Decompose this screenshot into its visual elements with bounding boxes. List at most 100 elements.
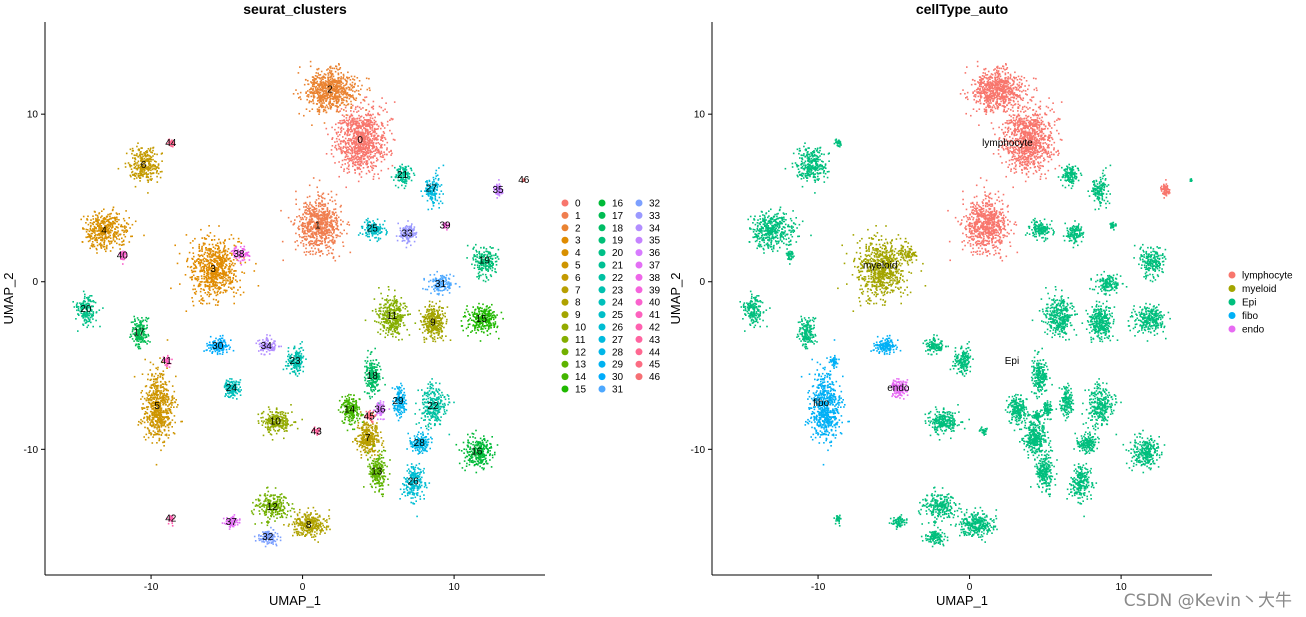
- data-point: [298, 208, 301, 211]
- data-point: [203, 273, 205, 276]
- data-point: [117, 226, 119, 229]
- data-point: [191, 257, 193, 260]
- data-point: [368, 433, 370, 436]
- data-point: [379, 146, 382, 149]
- data-point: [336, 81, 339, 84]
- data-point: [346, 134, 349, 137]
- data-point: [302, 222, 305, 225]
- data-point: [140, 159, 143, 161]
- data-point: [360, 427, 363, 430]
- data-point: [159, 386, 162, 389]
- data-point: [331, 98, 334, 100]
- data-point: [195, 260, 198, 262]
- data-point: [372, 429, 374, 432]
- data-point: [307, 94, 309, 96]
- data-point: [337, 79, 339, 82]
- data-point: [357, 90, 360, 92]
- data-point: [160, 415, 162, 417]
- data-point: [193, 267, 195, 270]
- data-point: [321, 193, 324, 196]
- data-point: [135, 167, 138, 170]
- data-point: [99, 244, 102, 246]
- data-point: [322, 105, 324, 107]
- data-point: [296, 534, 299, 537]
- data-point: [426, 322, 428, 325]
- data-point: [156, 408, 159, 410]
- data-point: [303, 524, 305, 527]
- data-point: [211, 264, 213, 266]
- data-point: [332, 155, 335, 158]
- data-point: [196, 259, 198, 261]
- data-point: [311, 88, 314, 90]
- data-point: [374, 427, 376, 430]
- data-point: [358, 164, 361, 166]
- data-point: [428, 309, 431, 311]
- data-point: [300, 531, 302, 534]
- data-point: [373, 129, 376, 131]
- data-point: [157, 384, 159, 387]
- data-point: [370, 135, 373, 138]
- data-point: [328, 241, 330, 243]
- data-point: [212, 278, 214, 281]
- data-point: [145, 176, 148, 179]
- data-point: [146, 150, 148, 152]
- data-point: [151, 411, 154, 414]
- data-point: [363, 134, 365, 137]
- data-point: [312, 242, 315, 245]
- data-point: [362, 122, 364, 125]
- data-point: [325, 247, 327, 249]
- data-point: [327, 193, 330, 195]
- data-point: [181, 420, 183, 423]
- data-point: [344, 163, 346, 165]
- data-point: [149, 361, 152, 364]
- data-point: [230, 281, 233, 284]
- data-point: [136, 153, 138, 155]
- data-point: [327, 234, 329, 236]
- data-point: [224, 266, 227, 269]
- data-point: [346, 157, 349, 160]
- data-point: [325, 84, 327, 87]
- data-point: [314, 86, 317, 89]
- data-point: [334, 199, 336, 202]
- data-point: [330, 82, 332, 85]
- data-point: [311, 92, 314, 95]
- data-point: [350, 126, 352, 129]
- data-point: [319, 227, 321, 229]
- data-point: [308, 100, 311, 102]
- data-point: [199, 265, 201, 267]
- data-point: [91, 238, 94, 240]
- data-point: [123, 243, 125, 246]
- data-point: [201, 247, 203, 250]
- data-point: [144, 413, 146, 415]
- data-point: [305, 79, 307, 81]
- data-point: [343, 121, 346, 124]
- data-point: [386, 153, 388, 156]
- data-point: [337, 80, 339, 83]
- data-point: [380, 106, 383, 109]
- data-point: [361, 432, 364, 434]
- data-point: [87, 215, 89, 218]
- data-point: [338, 148, 340, 150]
- data-point: [148, 432, 150, 434]
- data-point: [156, 432, 159, 435]
- data-point: [209, 267, 211, 269]
- data-point: [352, 441, 354, 443]
- data-point: [255, 262, 257, 265]
- data-point: [155, 388, 157, 391]
- data-point: [305, 227, 308, 229]
- data-point: [307, 242, 310, 244]
- data-point: [343, 170, 345, 172]
- data-point: [168, 417, 170, 420]
- data-point: [320, 522, 322, 525]
- data-point: [210, 260, 212, 262]
- data-point: [244, 261, 247, 264]
- data-point: [321, 201, 323, 203]
- data-point: [322, 110, 325, 113]
- data-point: [326, 521, 328, 523]
- data-point: [329, 82, 331, 85]
- data-point: [156, 368, 159, 371]
- data-point: [366, 428, 369, 431]
- data-point: [202, 288, 205, 291]
- data-point: [156, 181, 159, 183]
- data-point: [357, 110, 360, 112]
